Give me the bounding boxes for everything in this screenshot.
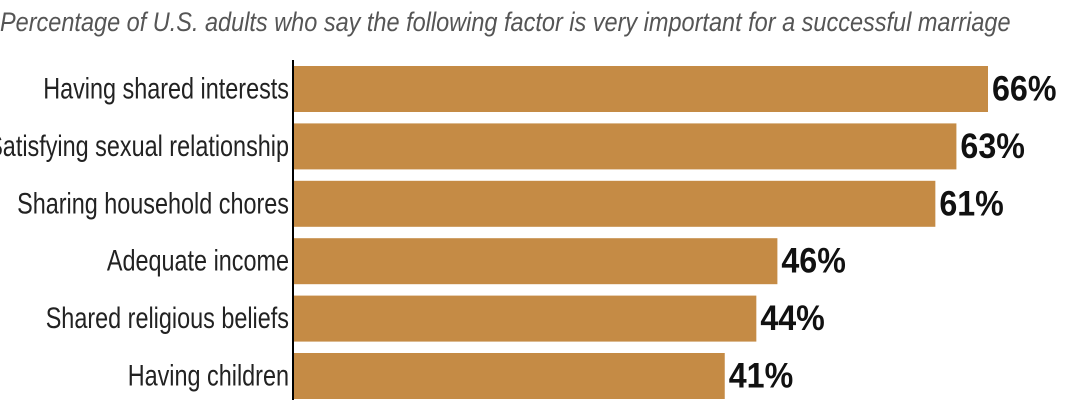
bar	[293, 295, 757, 342]
chart-subtitle: Percentage of U.S. adults who say the fo…	[0, 7, 1011, 37]
bar	[293, 180, 936, 227]
category-label: Satisfying sexual relationship	[0, 130, 289, 163]
bar	[293, 353, 725, 399]
bar	[293, 123, 957, 170]
category-label: Having children	[128, 360, 289, 393]
category-label: Sharing household chores	[17, 187, 289, 220]
category-label: Adequate income	[107, 245, 289, 278]
category-label: Having shared interests	[43, 73, 289, 106]
value-label: 66%	[992, 70, 1057, 109]
bar	[293, 66, 988, 112]
value-label: 46%	[781, 242, 846, 281]
value-label: 63%	[960, 127, 1025, 166]
value-label: 61%	[939, 184, 1004, 223]
value-label: 44%	[760, 299, 825, 338]
value-label: 41%	[729, 357, 794, 396]
bar	[293, 238, 778, 285]
category-label: Shared religious beliefs	[46, 302, 289, 335]
bars-layer: Having shared interests 66% Satisfying sex…	[0, 66, 1057, 399]
